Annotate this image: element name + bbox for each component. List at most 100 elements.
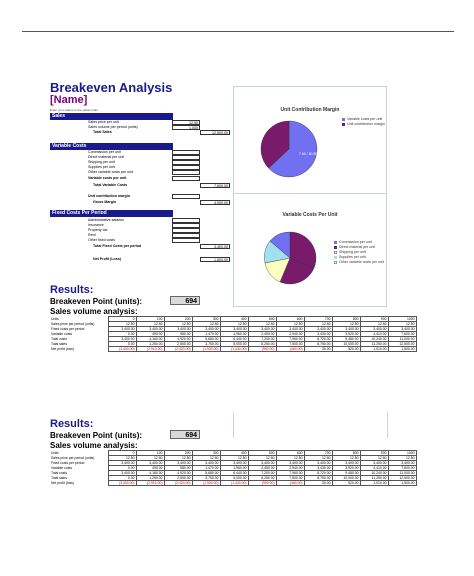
total-variable-cell: 7,600.00	[200, 183, 230, 188]
analysis-cell: (3,400.00)	[107, 480, 137, 486]
commission-cell[interactable]	[172, 150, 200, 155]
net-profit-label: Net Profit (Loss)	[93, 257, 121, 261]
analysis-row-net: Net profit (loss) (3,400.00) (2,910.00) (2,…	[50, 346, 417, 352]
analysis-cell: 30.00	[303, 480, 333, 486]
analysis-row-net: Net profit (loss) (3,400.00) (2,910.00) (2,…	[50, 480, 417, 486]
rent-cell[interactable]	[172, 233, 200, 238]
unit-contribution-cell	[172, 194, 200, 199]
legend-item-direct-material: Direct material per unit	[339, 245, 376, 249]
analysis-cell: (2,910.00)	[135, 346, 165, 352]
analysis-row-label: Total sales	[51, 476, 68, 480]
pie-slice-variable-costs	[268, 120, 318, 178]
analysis-cell: (1,930.00)	[191, 480, 221, 486]
sales-volume-table-2: Units 0 100 200 300 400 500 600 700 800 900 1000 Sal…	[50, 450, 417, 486]
analysis-row-label: Total costs	[51, 471, 68, 475]
other-variable-cell[interactable]	[172, 170, 200, 175]
gross-margin-cell: 4,900.00	[200, 200, 230, 205]
analysis-row-label: Fixed costs per period	[51, 327, 85, 331]
analysis-cell: (1,440.00)	[219, 480, 249, 486]
legend-swatch-variable	[342, 118, 345, 121]
variable-per-unit-label: Variable costs per unit	[88, 176, 127, 180]
analysis-row-label: Total costs	[51, 337, 68, 341]
variable-costs-chart[interactable]: Variable Costs Per Unit Commission per u…	[233, 193, 387, 307]
analysis-cell: (950.00)	[247, 480, 277, 486]
sales-price-cell[interactable]: 12.50	[172, 120, 200, 125]
variable-costs-heading: Variable Costs	[50, 143, 173, 150]
supplies-label: Supplies per unit	[88, 165, 115, 169]
analysis-cell: 30.00	[303, 346, 333, 352]
direct-material-label: Direct material per unit	[88, 155, 125, 159]
results-heading-2: Results:	[50, 418, 94, 430]
analysis-cell: (2,910.00)	[135, 480, 165, 486]
analysis-row-label: Fixed costs per period	[51, 461, 85, 465]
legend-item-shipping: Shipping per unit	[339, 250, 366, 254]
analysis-row-label: Net profit (loss)	[51, 481, 74, 485]
sales-heading: Sales	[50, 113, 173, 120]
name-placeholder[interactable]: [Name]	[50, 94, 88, 106]
breakeven-value-1: 694	[170, 296, 200, 305]
sales-price-label: Sales price per unit	[88, 120, 119, 124]
legend-swatch-contribution	[342, 123, 345, 126]
admin-salaries-label: Administrative salaries	[88, 218, 124, 222]
total-sales-cell: 12,500.00	[200, 130, 230, 135]
breakeven-label-2: Breakeven Point (units):	[50, 431, 143, 440]
analysis-cell: 1,010.00	[359, 480, 389, 486]
sales-volume-cell[interactable]: 1,000	[172, 125, 200, 130]
admin-salaries-cell[interactable]	[172, 218, 200, 223]
total-fixed-label: Total Fixed Costs per period	[93, 244, 142, 248]
variable-costs-chart-title: Variable Costs Per Unit	[282, 212, 338, 218]
property-tax-label: Property tax	[88, 228, 108, 232]
pie-slice-label: 7.60 / 60.8%	[299, 152, 319, 156]
unit-contribution-chart[interactable]: Unit Contribution Margin 7.60 / 60.8% Va…	[233, 86, 387, 200]
legend-item-supplies: Supplies per unit	[339, 255, 366, 259]
analysis-row-label: Net profit (loss)	[51, 347, 74, 351]
analysis-cell: 1,500.00	[387, 480, 417, 486]
other-fixed-cell[interactable]	[172, 238, 200, 243]
variable-costs-legend: Commission per unit Direct material per …	[334, 240, 384, 265]
variable-per-unit-cell	[172, 176, 200, 181]
analysis-row-price: Sales price per period (units) 12.50 12.50…	[50, 455, 417, 461]
analysis-cell: (460.00)	[275, 346, 305, 352]
analysis-cell: (2,420.00)	[163, 346, 193, 352]
fixed-costs-heading: Fixed Costs Per Period	[50, 210, 173, 217]
analysis-cell: (1,440.00)	[219, 346, 249, 352]
analysis-row-label: Sales price per period (units)	[51, 322, 95, 326]
legend-item-contribution: Unit contribution margin	[347, 122, 385, 126]
shipping-cell[interactable]	[172, 160, 200, 165]
analysis-cell: (460.00)	[275, 480, 305, 486]
insurance-cell[interactable]	[172, 223, 200, 228]
net-profit-cell: 1,500.00	[200, 257, 230, 262]
supplies-cell[interactable]	[172, 165, 200, 170]
total-sales-label: Total Sales	[93, 130, 112, 134]
chart-frame-right-edge	[387, 412, 388, 438]
rent-label: Rent	[88, 233, 96, 237]
analysis-cell: 520.00	[331, 480, 361, 486]
pie-slice-contribution-margin	[260, 120, 290, 169]
analysis-row-label: Variable costs	[51, 466, 73, 470]
analysis-row-label: Units	[51, 451, 59, 455]
unit-contribution-legend: Variable costs per unit Unit contributio…	[342, 117, 385, 127]
sales-volume-label: Sales volume per period (units)	[88, 125, 138, 129]
page-title: Breakeven Analysis	[50, 80, 173, 95]
breakeven-label-1: Breakeven Point (units):	[50, 297, 143, 306]
analysis-cell: (2,420.00)	[163, 480, 193, 486]
unit-contribution-pie: 7.60 / 60.8%	[260, 120, 319, 178]
analysis-row-label: Variable costs	[51, 332, 73, 336]
gross-margin-label: Gross Margin	[93, 200, 117, 204]
sales-volume-label-2: Sales volume analysis:	[50, 441, 138, 450]
breakeven-value-2: 694	[170, 430, 200, 439]
analysis-row-label: Sales price per period (units)	[51, 456, 95, 460]
direct-material-cell[interactable]	[172, 155, 200, 160]
analysis-row-total-sales: Total sales 0.00 1,250.00 2,500.00 3,750.00 5…	[50, 341, 417, 347]
analysis-cell: (1,930.00)	[191, 346, 221, 352]
top-rule	[22, 31, 454, 32]
sales-volume-table-1: Units 0 100 200 300 400 500 600 700 800 900 1000 Sal…	[50, 316, 417, 352]
commission-label: Commission per unit	[88, 150, 121, 154]
analysis-row-label: Units	[51, 317, 59, 321]
total-variable-label: Total Variable Costs	[93, 183, 128, 187]
other-fixed-label: Other fixed costs	[88, 238, 115, 242]
legend-item-other: Other variable costs per unit	[339, 260, 384, 264]
unit-contribution-chart-title: Unit Contribution Margin	[280, 107, 340, 113]
property-tax-cell[interactable]	[172, 228, 200, 233]
pie-slice-commission	[269, 231, 291, 259]
